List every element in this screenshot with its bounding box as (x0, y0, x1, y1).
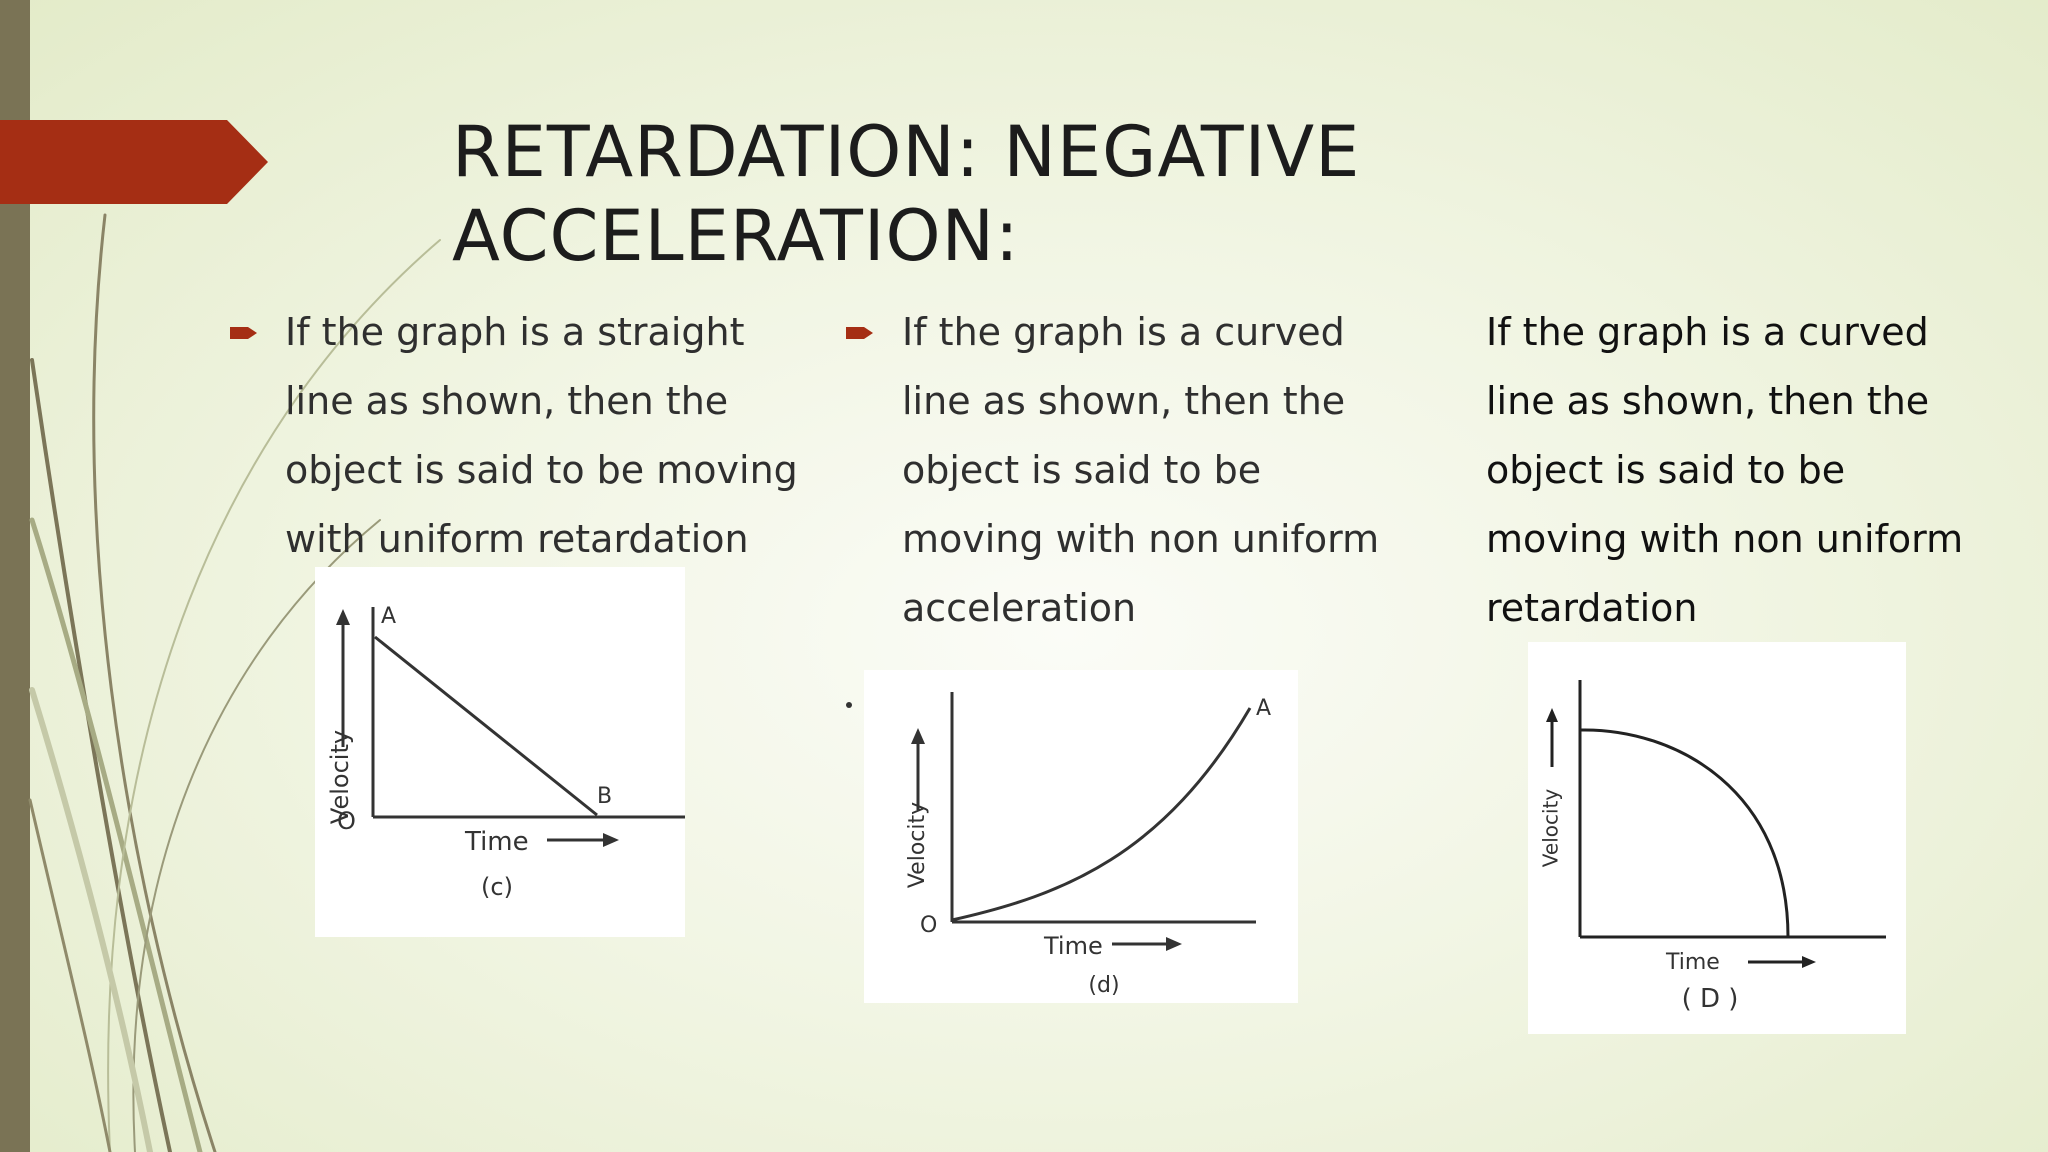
title-line-2: ACCELERATION: (452, 195, 1020, 277)
point-a-label: A (1256, 696, 1271, 721)
x-axis-label: Time (1043, 932, 1103, 960)
column-2-text: If the graph is a curved line as shown, … (902, 298, 1379, 643)
y-axis-label: Velocity (326, 730, 354, 824)
column-1-line: object is said to be moving (285, 448, 798, 492)
column-3-line: line as shown, then the (1486, 379, 1930, 423)
velocity-curve (951, 707, 1252, 922)
graph-non-uniform-retardation: Velocity Time ( D ) (1528, 642, 1906, 1034)
graph-non-uniform-acceleration: Velocity Time O A (d) (864, 670, 1298, 1003)
point-b-label: B (597, 784, 612, 809)
column-1-line: If the graph is a straight (285, 310, 745, 354)
title-line-1: RETARDATION: NEGATIVE (452, 111, 1361, 193)
title-banner-arrow (0, 120, 268, 204)
stray-dot (846, 702, 852, 708)
point-a-label: A (381, 604, 396, 629)
column-2-line: line as shown, then the (902, 379, 1346, 423)
column-3-text: If the graph is a curved line as shown, … (1486, 298, 1963, 643)
column-1-line: line as shown, then the (285, 379, 729, 423)
graph-caption: (d) (1088, 973, 1119, 998)
origin-label: O (920, 913, 937, 938)
graph-uniform-retardation: Velocity Time O A B (c) (315, 567, 685, 937)
column-2-line: If the graph is a curved (902, 310, 1345, 354)
up-arrow-icon (911, 728, 925, 744)
x-axis-label: Time (1665, 950, 1720, 975)
decorative-curves (28, 213, 441, 1152)
graph-caption: ( D ) (1682, 984, 1739, 1014)
right-arrow-icon (1802, 956, 1816, 968)
x-axis-label: Time (464, 827, 529, 857)
y-axis-label: Velocity (905, 802, 930, 888)
right-arrow-icon (603, 833, 619, 847)
column-3-line: moving with non uniform (1486, 517, 1964, 561)
column-2-line: acceleration (902, 586, 1137, 630)
column-1-line: with uniform retardation (285, 517, 749, 561)
column-2-line: object is said to be (902, 448, 1262, 492)
y-axis-label: Velocity (1539, 789, 1563, 868)
right-arrow-bullet-icon (230, 327, 257, 339)
column-2-line: moving with non uniform (902, 517, 1380, 561)
column-3-line: retardation (1486, 586, 1698, 630)
graph-caption: (c) (481, 873, 513, 901)
slide-title: RETARDATION: NEGATIVE ACCELERATION: (452, 110, 1452, 278)
right-arrow-icon (1166, 937, 1182, 951)
right-arrow-bullet-icon (846, 327, 873, 339)
velocity-curve (1579, 728, 1790, 938)
velocity-line (374, 635, 598, 817)
up-arrow-icon (1546, 708, 1558, 722)
up-arrow-icon (336, 609, 350, 625)
origin-label: O (337, 807, 356, 835)
column-3-line: If the graph is a curved (1486, 310, 1929, 354)
column-1-text: If the graph is a straight line as shown… (285, 298, 798, 574)
column-3-line: object is said to be (1486, 448, 1846, 492)
